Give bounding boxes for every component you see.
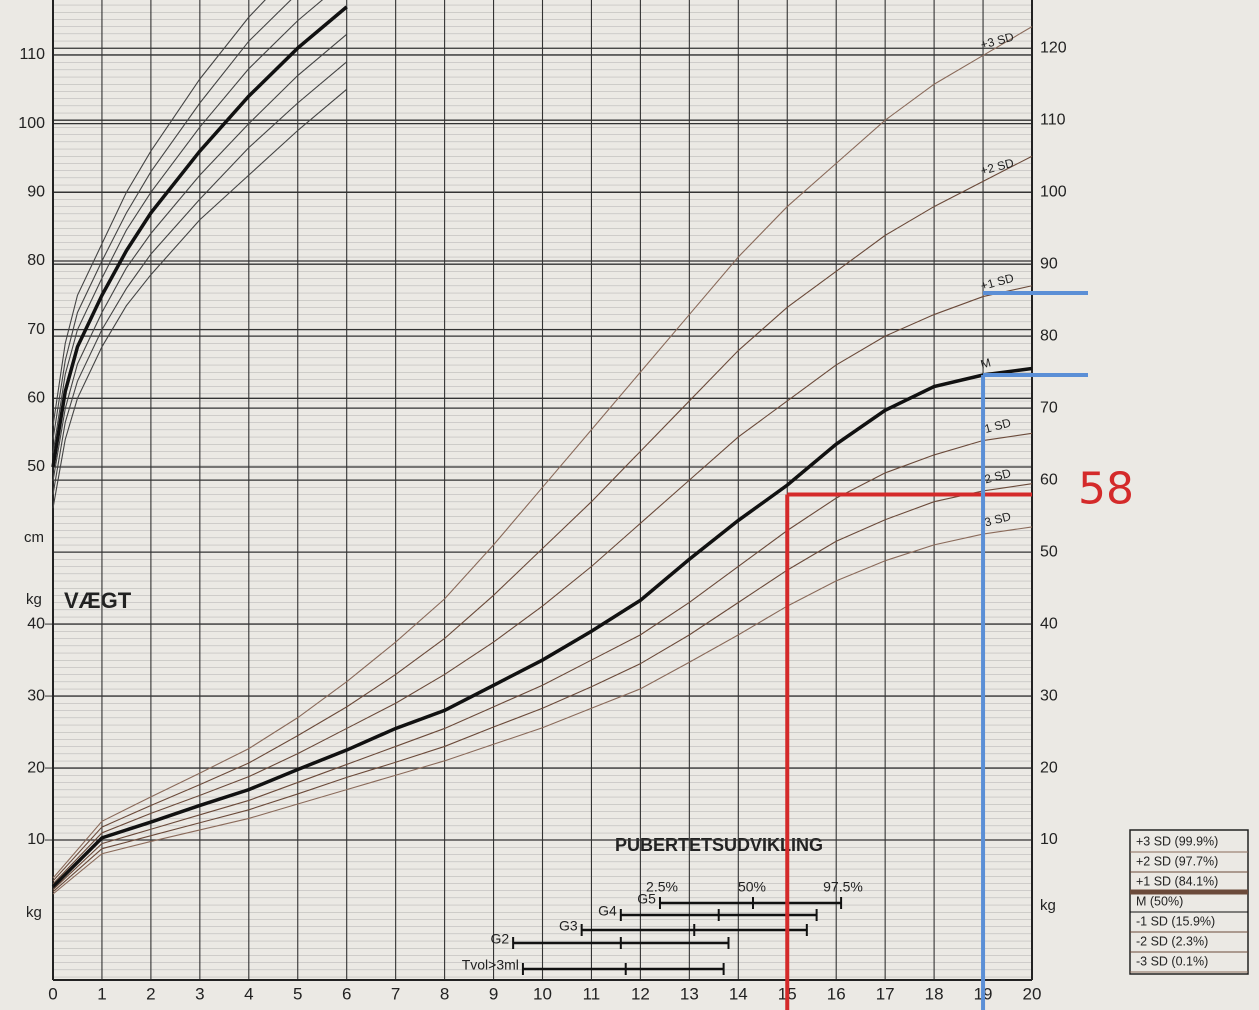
y-tick-label: 90 — [1040, 255, 1058, 272]
y2-tick-label: 50 — [27, 458, 45, 475]
y-unit-right: kg — [1040, 897, 1056, 914]
y-tick-label: 120 — [1040, 39, 1067, 56]
legend-label: -3 SD (0.1%) — [1136, 954, 1208, 968]
legend-label: +1 SD (84.1%) — [1136, 874, 1218, 888]
legend-label: -2 SD (2.3%) — [1136, 934, 1208, 948]
y2-tick-label: 100 — [18, 115, 45, 132]
y-tick-label: 70 — [1040, 399, 1058, 416]
y2-tick-label: 90 — [27, 184, 45, 201]
y-tick-label: 10 — [1040, 831, 1058, 848]
y-tick-label: 100 — [1040, 183, 1067, 200]
y-unit-left-bottom: kg — [26, 904, 42, 921]
legend-label: -1 SD (15.9%) — [1136, 914, 1215, 928]
x-tick-label: 9 — [489, 984, 498, 1003]
x-tick-label: 12 — [631, 984, 650, 1003]
y2-tick-label: 60 — [27, 390, 45, 407]
puberty-stage-label: G3 — [559, 918, 578, 934]
puberty-stage-label: Tvol>3ml — [462, 957, 519, 973]
y-tick-label: 60 — [1040, 471, 1058, 488]
legend-label: M (50%) — [1136, 894, 1183, 908]
x-tick-label: 3 — [195, 984, 204, 1003]
y-left-tick-label: 40 — [27, 615, 45, 632]
page: VÆGT cm kg kg kg PUBERTETSUDVIKLING 0123… — [0, 0, 1259, 1010]
x-tick-label: 16 — [827, 984, 846, 1003]
x-tick-label: 5 — [293, 984, 302, 1003]
growth-chart: VÆGT cm kg kg kg PUBERTETSUDVIKLING 0123… — [0, 0, 1259, 1010]
y2-tick-label: 110 — [19, 46, 45, 63]
y-tick-label: 110 — [1040, 111, 1066, 128]
y-left-tick-label: 10 — [27, 831, 45, 848]
percentile-label: 50% — [738, 879, 766, 895]
x-tick-label: 7 — [391, 984, 400, 1003]
y2-tick-label: 70 — [27, 321, 45, 338]
y2-unit: cm — [24, 529, 44, 546]
y-left-tick-label: 20 — [27, 759, 45, 776]
legend-label: +2 SD (97.7%) — [1136, 854, 1218, 868]
x-tick-label: 17 — [876, 984, 895, 1003]
chart-title: VÆGT — [64, 588, 132, 613]
legend-label: +3 SD (99.9%) — [1136, 834, 1218, 848]
x-tick-label: 14 — [729, 984, 748, 1003]
x-tick-label: 0 — [48, 984, 57, 1003]
x-tick-label: 20 — [1023, 984, 1042, 1003]
x-tick-label: 18 — [925, 984, 944, 1003]
y-left-tick-label: 30 — [27, 687, 45, 704]
x-tick-label: 8 — [440, 984, 449, 1003]
x-tick-label: 10 — [533, 984, 552, 1003]
x-tick-label: 1 — [97, 984, 106, 1003]
x-tick-label: 13 — [680, 984, 699, 1003]
puberty-stage-label: G5 — [637, 891, 656, 907]
y-tick-label: 50 — [1040, 543, 1058, 560]
x-tick-label: 6 — [342, 984, 351, 1003]
x-tick-label: 2 — [146, 984, 155, 1003]
y-unit-left: kg — [26, 591, 42, 608]
puberty-stage-label: G2 — [490, 931, 509, 947]
red-annotation: 58 — [1078, 464, 1134, 515]
puberty-stage-label: G4 — [598, 903, 617, 919]
percentile-label: 97.5% — [823, 879, 863, 895]
y2-tick-label: 80 — [27, 252, 45, 269]
x-tick-label: 4 — [244, 984, 253, 1003]
y-tick-label: 40 — [1040, 615, 1058, 632]
y-tick-label: 80 — [1040, 327, 1058, 344]
puberty-title: PUBERTETSUDVIKLING — [615, 835, 823, 855]
x-tick-label: 11 — [583, 984, 601, 1003]
y-tick-label: 30 — [1040, 687, 1058, 704]
y-tick-label: 20 — [1040, 759, 1058, 776]
